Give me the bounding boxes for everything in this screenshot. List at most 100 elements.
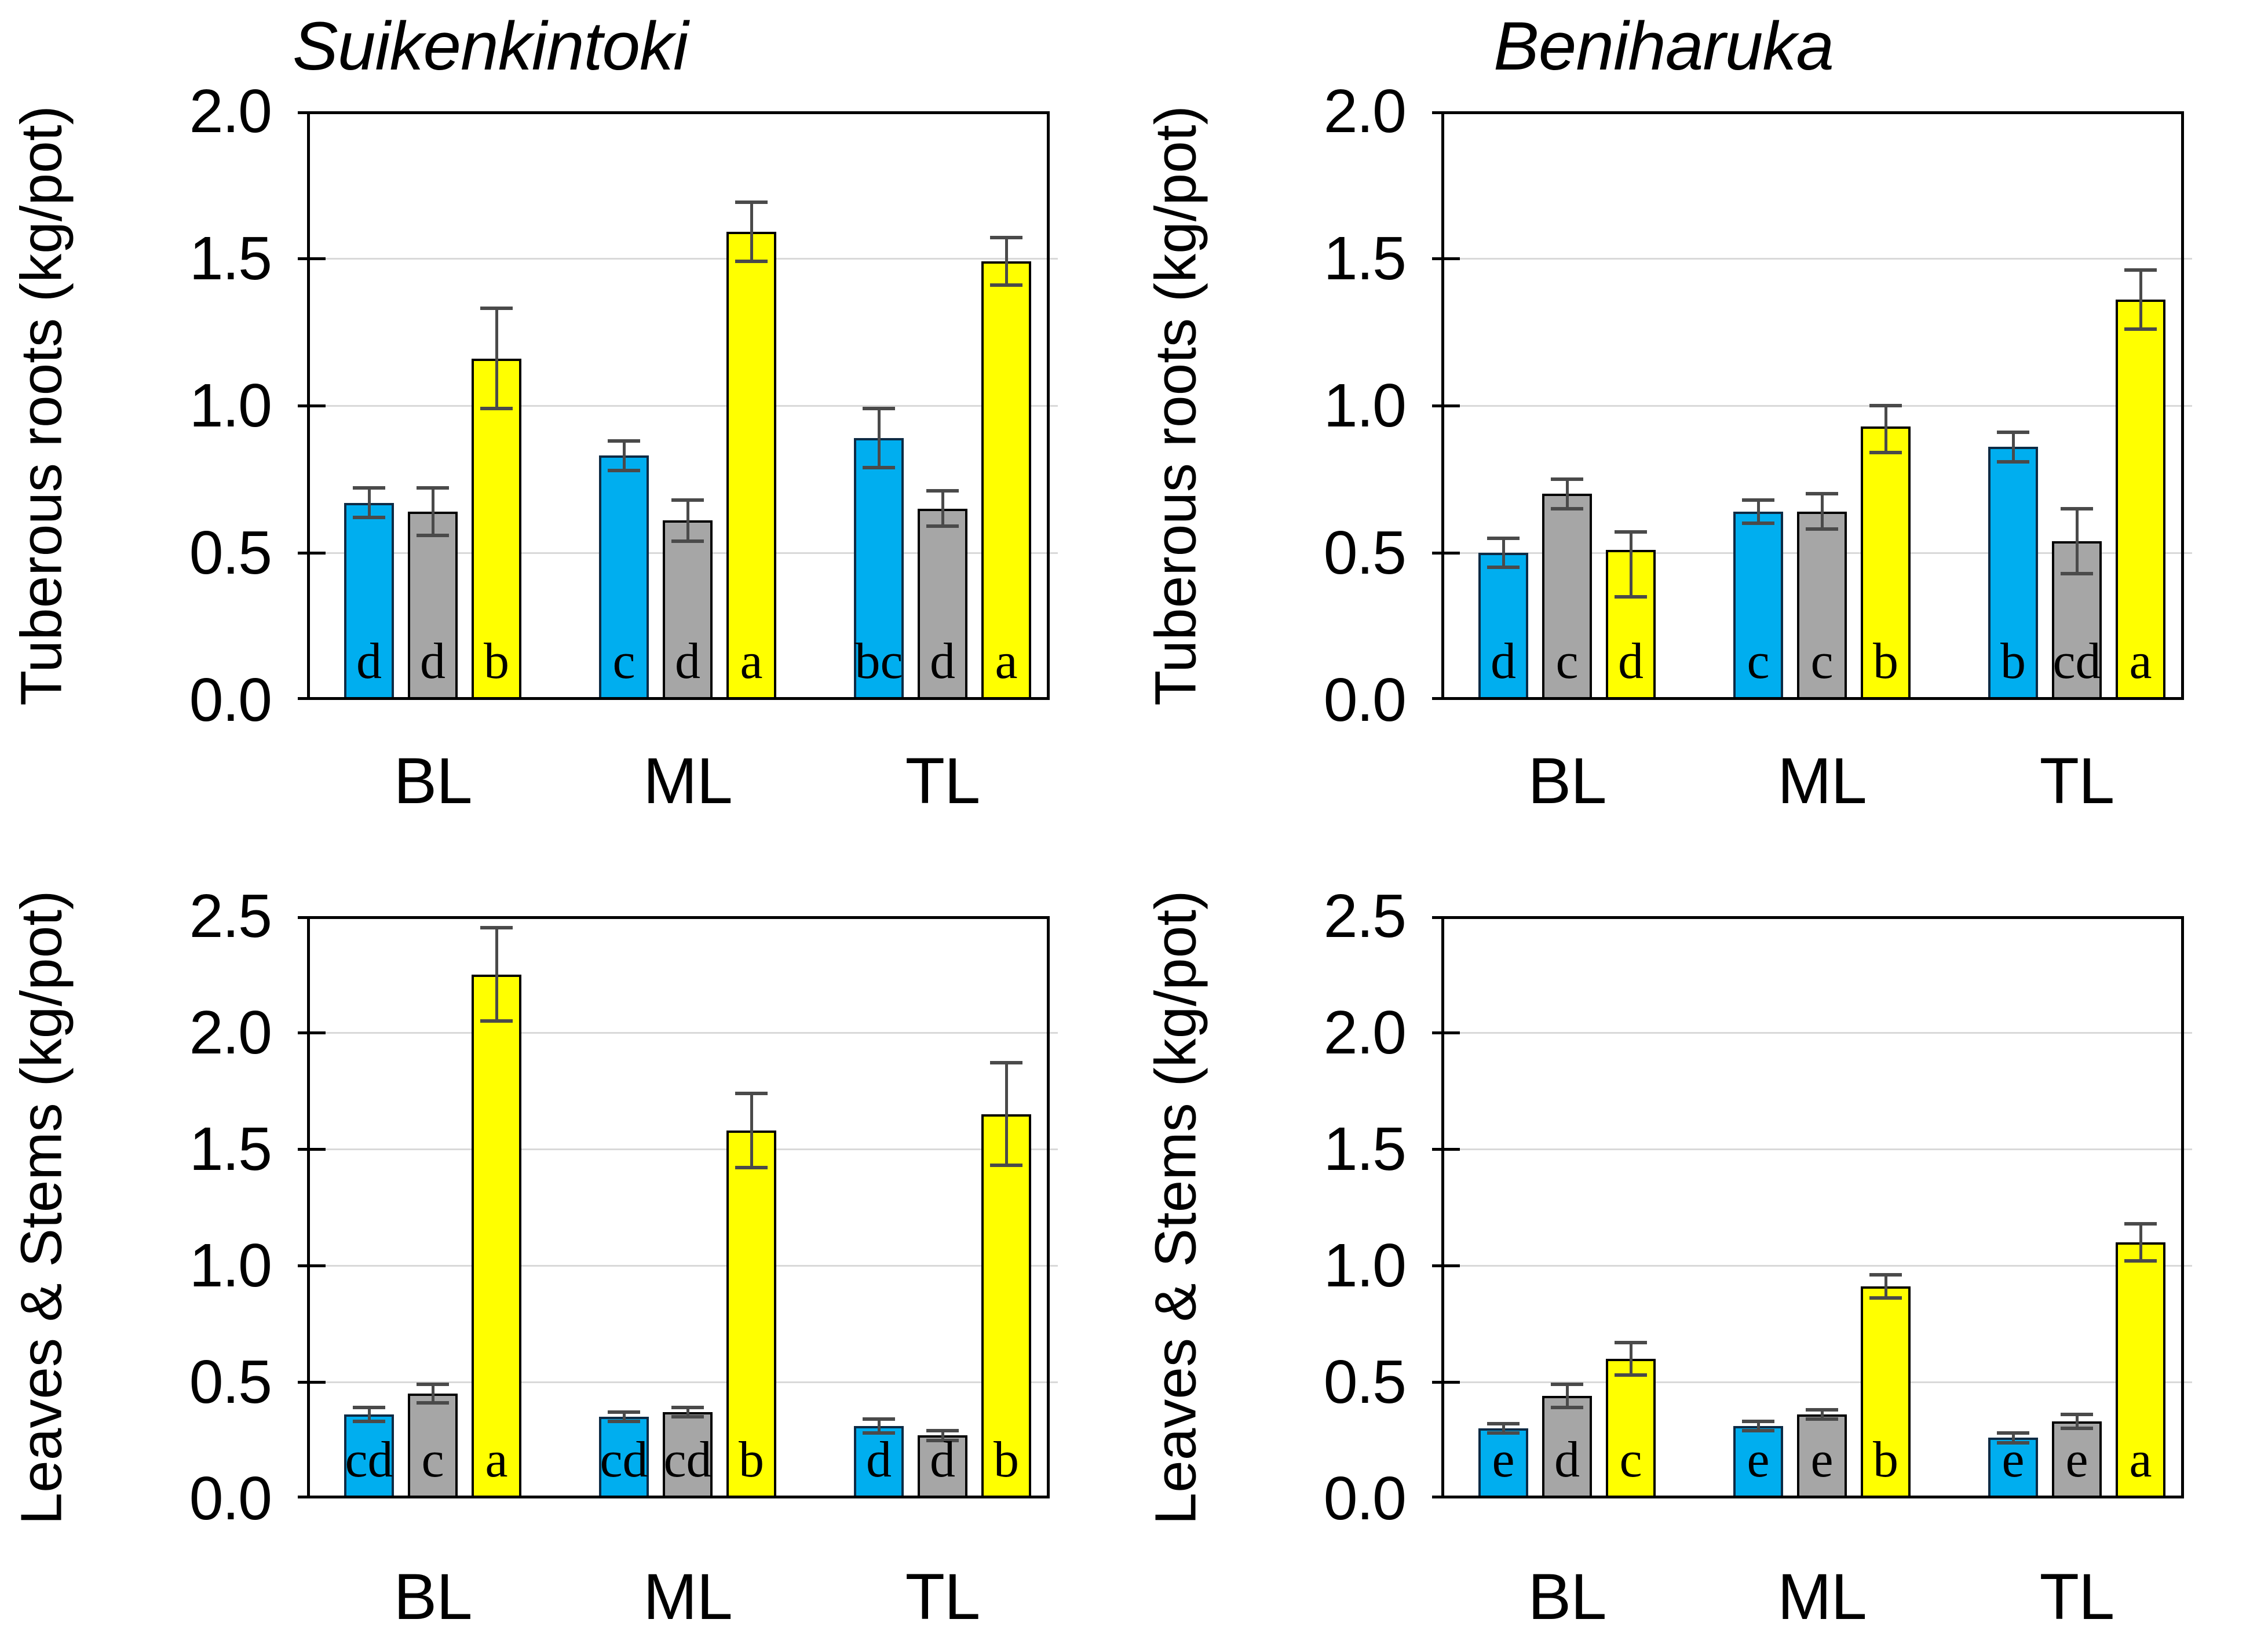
y-axis-line bbox=[1441, 916, 1444, 1498]
error-bar-cap-bottom bbox=[608, 1420, 640, 1424]
significance-letter: e bbox=[2065, 1432, 2088, 1488]
significance-letter: c bbox=[1810, 633, 1834, 690]
error-bar bbox=[1502, 1424, 1505, 1434]
error-bar-cap-top bbox=[671, 498, 704, 502]
error-bar bbox=[941, 1431, 944, 1441]
gridline bbox=[1441, 1381, 2192, 1383]
error-bar-cap-top bbox=[1869, 404, 1902, 407]
significance-letter: c bbox=[612, 633, 636, 690]
bar-blue-TL bbox=[854, 437, 904, 700]
error-bar-cap-bottom bbox=[735, 260, 768, 264]
error-bar-cap-top bbox=[1869, 1273, 1902, 1277]
error-bar-cap-bottom bbox=[608, 468, 640, 472]
error-bar-cap-top bbox=[353, 1406, 385, 1410]
error-bar-cap-bottom bbox=[926, 1438, 959, 1442]
chart-suikenkintoki-leaves-stems: Leaves & Stems (kg/pot) cd cd d c cd d a b b 0.0… bbox=[0, 820, 1134, 1641]
error-bar-cap-top bbox=[735, 1091, 768, 1095]
error-bar bbox=[2011, 1433, 2015, 1443]
significance-letter: a bbox=[2129, 1432, 2152, 1488]
bar-yellow-ML bbox=[1861, 426, 1911, 700]
error-bar bbox=[1820, 494, 1824, 530]
y-axis-line bbox=[307, 916, 310, 1498]
y-axis-tick bbox=[1432, 697, 1460, 700]
error-bar-cap-bottom bbox=[1869, 1296, 1902, 1300]
error-bar-cap-bottom bbox=[1487, 566, 1520, 570]
error-bar bbox=[941, 491, 944, 527]
x-category-label: TL bbox=[905, 1560, 981, 1633]
significance-letter: b bbox=[739, 1432, 764, 1488]
error-bar-cap-bottom bbox=[353, 1420, 385, 1424]
y-tick-label: 0.5 bbox=[1323, 519, 1407, 587]
significance-letter: e bbox=[2002, 1432, 2025, 1488]
y-axis-tick bbox=[298, 111, 326, 114]
y-axis-tick bbox=[298, 1264, 326, 1267]
significance-letter: b bbox=[2000, 633, 2026, 690]
significance-letter: d bbox=[930, 633, 955, 690]
error-bar-cap-top bbox=[1742, 498, 1774, 502]
error-bar bbox=[495, 308, 498, 409]
error-bar-cap-bottom bbox=[480, 1019, 513, 1023]
y-tick-label: 1.5 bbox=[189, 224, 272, 293]
error-bar bbox=[495, 928, 498, 1021]
plot-area: d c b c c cd d b a bbox=[1432, 111, 2192, 700]
plot-border-bottom bbox=[307, 1496, 1050, 1498]
error-bar-cap-bottom bbox=[1997, 1441, 2029, 1445]
bar-gray-ML bbox=[1797, 511, 1847, 700]
y-axis-title: Leaves & Stems (kg/pot) bbox=[9, 890, 74, 1525]
error-bar bbox=[622, 440, 626, 471]
gridline bbox=[1441, 1264, 2192, 1267]
plot-border-top bbox=[307, 111, 1050, 114]
error-bar bbox=[877, 409, 881, 468]
error-bar-cap-top bbox=[2061, 1413, 2093, 1417]
error-bar-cap-bottom bbox=[926, 524, 959, 528]
significance-letter: c bbox=[1555, 633, 1579, 690]
error-bar bbox=[2011, 432, 2015, 462]
y-axis-tick bbox=[1432, 916, 1460, 919]
significance-letter: d bbox=[356, 633, 382, 690]
bar-yellow-ML bbox=[726, 232, 776, 700]
y-tick-label: 1.5 bbox=[1323, 1115, 1407, 1183]
bar-gray-TL bbox=[2052, 1421, 2102, 1498]
error-bar-cap-bottom bbox=[990, 1164, 1022, 1168]
significance-letter: bc bbox=[854, 633, 903, 690]
significance-letter: e bbox=[1492, 1432, 1515, 1488]
error-bar-cap-bottom bbox=[1742, 522, 1774, 526]
error-bar-cap-bottom bbox=[417, 1401, 449, 1405]
bar-blue-TL bbox=[1988, 447, 2038, 700]
error-bar bbox=[622, 1412, 626, 1422]
y-tick-label: 0.0 bbox=[1323, 666, 1407, 734]
bar-yellow-ML bbox=[726, 1130, 776, 1498]
bar-blue-BL bbox=[1478, 553, 1528, 700]
gridline bbox=[307, 404, 1058, 407]
y-tick-label: 1.5 bbox=[1323, 224, 1407, 293]
error-bar-cap-top bbox=[480, 926, 513, 930]
error-bar bbox=[686, 499, 689, 541]
error-bar-cap-bottom bbox=[2061, 1427, 2093, 1431]
error-bar-cap-bottom bbox=[1742, 1429, 1774, 1433]
y-axis-title: Tuberous roots (kg/pot) bbox=[1143, 105, 1208, 706]
plot-area: cd cd d c cd d a b b bbox=[298, 916, 1058, 1498]
significance-letter: a bbox=[740, 633, 763, 690]
gridline bbox=[1441, 1148, 2192, 1150]
bar-blue-ML bbox=[1733, 511, 1783, 700]
error-bar-cap-bottom bbox=[1806, 527, 1838, 531]
significance-letter: d bbox=[930, 1432, 955, 1488]
significance-letter: e bbox=[1747, 1432, 1770, 1488]
plot-border-right bbox=[2181, 916, 2184, 1498]
error-bar bbox=[367, 1407, 371, 1422]
error-bar-cap-top bbox=[1806, 492, 1838, 496]
error-bar-cap-bottom bbox=[1806, 1417, 1838, 1421]
significance-letter: e bbox=[1810, 1432, 1834, 1488]
error-bar-cap-top bbox=[608, 439, 640, 443]
plot-border-top bbox=[1441, 916, 2184, 919]
error-bar-cap-top bbox=[1997, 430, 2029, 434]
error-bar-cap-top bbox=[990, 236, 1022, 240]
x-category-label: TL bbox=[905, 745, 981, 817]
error-bar bbox=[1884, 406, 1887, 453]
plot-border-top bbox=[307, 916, 1050, 919]
y-tick-label: 2.0 bbox=[189, 77, 272, 145]
y-axis-tick bbox=[1432, 551, 1460, 555]
significance-letter: d bbox=[675, 633, 700, 690]
y-tick-label: 0.5 bbox=[1323, 1348, 1407, 1416]
